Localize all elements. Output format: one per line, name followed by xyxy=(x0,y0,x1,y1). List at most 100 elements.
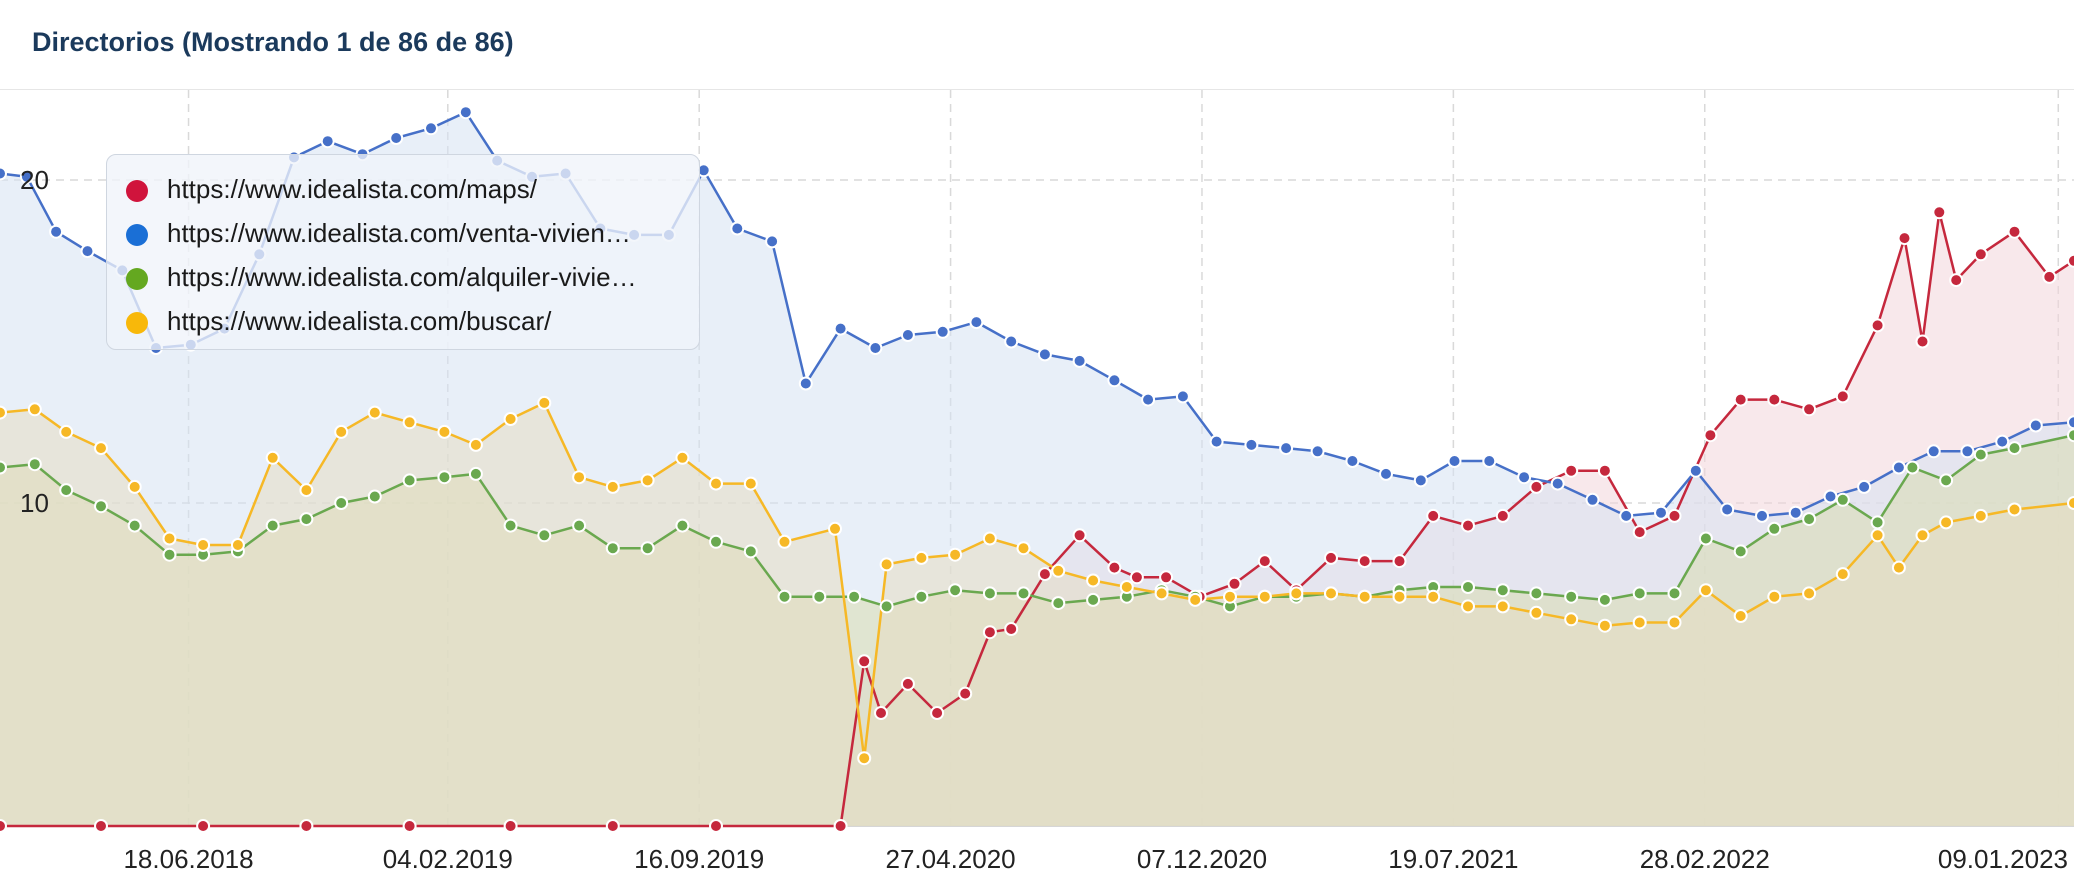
point-series-3-21[interactable] xyxy=(709,476,723,491)
point-series-1-28[interactable] xyxy=(935,324,950,339)
point-series-0-34[interactable] xyxy=(1632,525,1647,540)
point-series-2-10[interactable] xyxy=(334,496,349,510)
point-series-3-17[interactable] xyxy=(572,470,587,485)
point-series-0-1[interactable] xyxy=(94,819,108,833)
point-series-0-8[interactable] xyxy=(833,819,848,833)
point-series-2-27[interactable] xyxy=(914,589,929,604)
point-series-3-29[interactable] xyxy=(982,531,997,546)
point-series-3-10[interactable] xyxy=(334,424,349,439)
point-series-0-47[interactable] xyxy=(2007,224,2022,239)
point-series-3-34[interactable] xyxy=(1154,586,1169,601)
point-series-1-49[interactable] xyxy=(1654,505,1668,520)
point-series-2-45[interactable] xyxy=(1529,586,1544,601)
point-series-3-36[interactable] xyxy=(1223,589,1237,604)
point-series-1-14[interactable] xyxy=(458,105,473,120)
point-series-3-5[interactable] xyxy=(162,531,177,546)
point-series-0-3[interactable] xyxy=(299,819,314,833)
point-series-1-60[interactable] xyxy=(2028,418,2043,433)
point-series-2-54[interactable] xyxy=(1835,492,1850,507)
point-series-2-29[interactable] xyxy=(982,586,997,601)
point-series-0-28[interactable] xyxy=(1426,508,1441,523)
point-series-1-31[interactable] xyxy=(1037,347,1052,362)
point-series-3-3[interactable] xyxy=(94,441,108,456)
point-series-2-3[interactable] xyxy=(94,499,108,514)
point-series-2-47[interactable] xyxy=(1597,592,1612,607)
point-series-0-23[interactable] xyxy=(1257,554,1272,569)
point-series-0-14[interactable] xyxy=(982,625,997,640)
point-series-0-41[interactable] xyxy=(1870,318,1885,333)
point-series-3-54[interactable] xyxy=(1835,567,1850,582)
point-series-3-23[interactable] xyxy=(777,534,792,549)
point-series-2-12[interactable] xyxy=(402,473,417,488)
point-series-1-51[interactable] xyxy=(1720,502,1735,517)
point-series-2-11[interactable] xyxy=(367,489,382,504)
point-series-1-32[interactable] xyxy=(1072,353,1087,368)
point-series-1-40[interactable] xyxy=(1345,454,1360,468)
point-series-3-52[interactable] xyxy=(1767,589,1782,604)
point-series-2-43[interactable] xyxy=(1461,580,1475,594)
point-series-0-42[interactable] xyxy=(1897,231,1912,246)
point-series-2-44[interactable] xyxy=(1495,583,1510,598)
point-series-3-27[interactable] xyxy=(914,550,929,565)
point-series-1-13[interactable] xyxy=(424,121,438,136)
point-series-0-29[interactable] xyxy=(1461,518,1475,533)
point-series-2-22[interactable] xyxy=(743,544,758,559)
legend-item-venta-vivienda[interactable]: https://www.idealista.com/venta-vivien… xyxy=(107,213,699,257)
point-series-1-43[interactable] xyxy=(1447,454,1462,468)
point-series-1-48[interactable] xyxy=(1619,508,1634,523)
point-series-3-0[interactable] xyxy=(0,405,7,420)
point-series-3-13[interactable] xyxy=(437,424,452,439)
point-series-0-30[interactable] xyxy=(1495,508,1510,523)
point-series-0-13[interactable] xyxy=(958,686,973,701)
point-series-0-12[interactable] xyxy=(930,706,945,720)
point-series-1-1[interactable] xyxy=(19,169,34,184)
point-series-3-15[interactable] xyxy=(503,412,518,426)
point-series-0-49[interactable] xyxy=(2067,253,2074,268)
point-series-3-39[interactable] xyxy=(1324,586,1338,601)
point-series-0-26[interactable] xyxy=(1357,554,1372,569)
point-series-1-58[interactable] xyxy=(1960,444,1975,459)
point-series-3-45[interactable] xyxy=(1529,605,1544,620)
point-series-1-27[interactable] xyxy=(900,328,915,342)
point-series-3-44[interactable] xyxy=(1495,599,1510,614)
point-series-3-12[interactable] xyxy=(402,415,417,430)
point-series-2-5[interactable] xyxy=(162,547,177,562)
point-series-0-25[interactable] xyxy=(1324,550,1338,565)
point-series-2-13[interactable] xyxy=(437,470,452,485)
point-series-2-59[interactable] xyxy=(2007,441,2022,456)
point-series-3-4[interactable] xyxy=(127,479,142,494)
point-series-3-47[interactable] xyxy=(1597,618,1612,633)
point-series-3-30[interactable] xyxy=(1016,541,1031,556)
point-series-2-46[interactable] xyxy=(1564,589,1579,604)
point-series-0-15[interactable] xyxy=(1004,622,1019,636)
point-series-3-35[interactable] xyxy=(1188,592,1203,607)
point-series-1-50[interactable] xyxy=(1688,463,1703,478)
point-series-3-33[interactable] xyxy=(1119,580,1134,594)
point-series-3-59[interactable] xyxy=(1973,508,1988,523)
point-series-0-2[interactable] xyxy=(196,819,211,833)
point-series-3-58[interactable] xyxy=(1939,515,1954,530)
point-series-1-44[interactable] xyxy=(1482,454,1497,468)
point-series-2-0[interactable] xyxy=(0,460,7,475)
point-series-2-18[interactable] xyxy=(605,541,620,556)
point-series-0-18[interactable] xyxy=(1107,560,1122,575)
point-series-1-52[interactable] xyxy=(1755,508,1769,523)
point-series-0-37[interactable] xyxy=(1733,392,1748,407)
point-series-0-17[interactable] xyxy=(1072,528,1087,543)
point-series-2-19[interactable] xyxy=(640,541,655,556)
point-series-2-53[interactable] xyxy=(1802,512,1817,527)
point-series-1-23[interactable] xyxy=(765,234,780,249)
point-series-2-25[interactable] xyxy=(847,589,862,604)
point-series-0-40[interactable] xyxy=(1835,389,1850,404)
point-series-2-9[interactable] xyxy=(299,512,314,527)
point-series-3-20[interactable] xyxy=(675,450,690,465)
point-series-1-29[interactable] xyxy=(969,315,984,330)
legend-item-maps[interactable]: https://www.idealista.com/maps/ xyxy=(107,169,699,213)
point-series-0-19[interactable] xyxy=(1129,570,1144,585)
point-series-2-15[interactable] xyxy=(503,518,518,533)
point-series-3-11[interactable] xyxy=(367,405,382,420)
point-series-3-61[interactable] xyxy=(2067,496,2074,510)
point-series-1-26[interactable] xyxy=(868,341,883,355)
point-series-1-45[interactable] xyxy=(1517,470,1532,485)
point-series-1-3[interactable] xyxy=(80,244,95,259)
